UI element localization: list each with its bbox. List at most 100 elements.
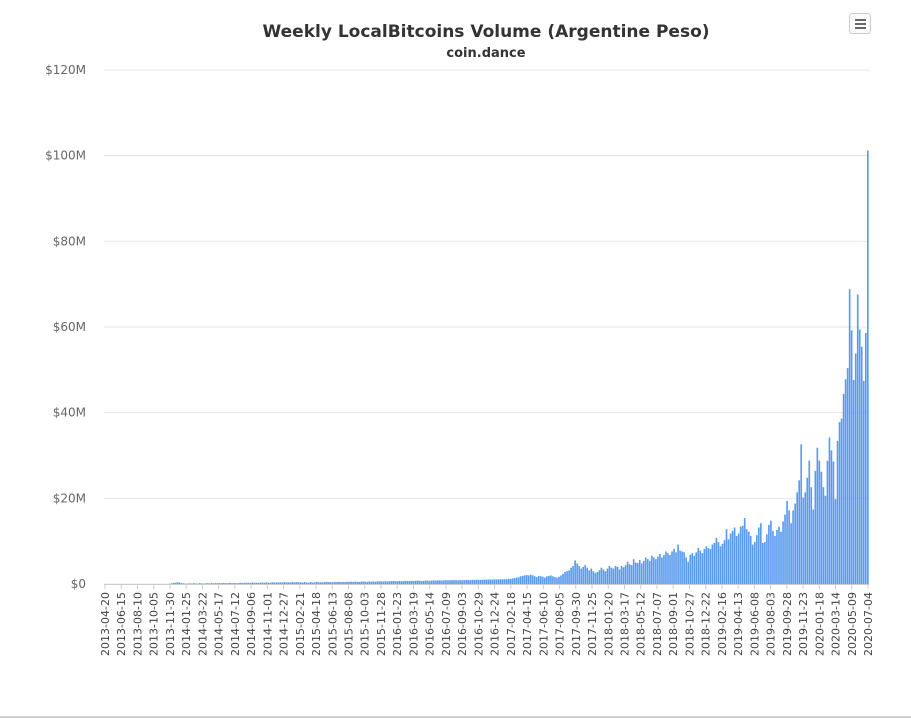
bar[interactable] [231, 583, 233, 584]
bar[interactable] [737, 533, 740, 584]
bar[interactable] [285, 582, 288, 584]
bar[interactable] [188, 583, 191, 584]
bar[interactable] [435, 580, 437, 584]
bar[interactable] [784, 514, 786, 584]
bar[interactable] [499, 579, 502, 584]
bar[interactable] [852, 380, 855, 584]
bar[interactable] [596, 572, 599, 584]
bar[interactable] [200, 583, 203, 584]
bar[interactable] [273, 582, 276, 585]
bar[interactable] [406, 581, 409, 584]
bar[interactable] [253, 582, 256, 584]
bar[interactable] [259, 582, 262, 584]
bar[interactable] [806, 477, 809, 584]
bar[interactable] [180, 583, 183, 584]
bar[interactable] [275, 582, 278, 585]
bar[interactable] [380, 581, 383, 584]
bar[interactable] [802, 497, 805, 584]
bar[interactable] [352, 581, 354, 584]
bar[interactable] [433, 580, 435, 584]
bar[interactable] [715, 537, 718, 584]
bar[interactable] [267, 582, 270, 584]
bar[interactable] [620, 566, 623, 584]
bar[interactable] [457, 580, 459, 584]
bar[interactable] [860, 346, 863, 584]
bar[interactable] [584, 565, 587, 584]
bar[interactable] [751, 544, 754, 584]
bar[interactable] [412, 581, 415, 584]
bar[interactable] [317, 582, 320, 584]
bar[interactable] [321, 582, 324, 584]
bar[interactable] [392, 581, 395, 584]
bar[interactable] [739, 526, 742, 584]
bar[interactable] [441, 580, 443, 584]
bar[interactable] [864, 333, 867, 584]
bar[interactable] [554, 577, 556, 584]
bar[interactable] [705, 546, 708, 584]
bar[interactable] [794, 503, 796, 584]
bar[interactable] [677, 544, 679, 584]
bar[interactable] [661, 557, 663, 584]
bar[interactable] [374, 581, 377, 584]
bar[interactable] [170, 583, 173, 584]
bar[interactable] [640, 563, 643, 584]
bar[interactable] [461, 580, 463, 584]
bar[interactable] [542, 576, 544, 584]
bar[interactable] [798, 480, 801, 584]
bar[interactable] [358, 581, 360, 584]
bar[interactable] [465, 579, 467, 584]
bar[interactable] [594, 572, 597, 584]
bar[interactable] [679, 550, 681, 584]
bar[interactable] [332, 582, 334, 584]
bar[interactable] [311, 582, 314, 585]
bar[interactable] [416, 580, 419, 584]
bar[interactable] [217, 583, 219, 584]
bar[interactable] [324, 582, 326, 584]
bar[interactable] [830, 450, 833, 584]
bar[interactable] [804, 492, 807, 584]
bar[interactable] [471, 579, 474, 584]
bar[interactable] [711, 544, 714, 584]
bar[interactable] [681, 551, 683, 584]
bar[interactable] [277, 582, 280, 585]
bar[interactable] [590, 568, 593, 584]
bar[interactable] [665, 551, 667, 584]
bar[interactable] [483, 579, 486, 585]
bar[interactable] [642, 560, 645, 584]
bar[interactable] [535, 577, 538, 584]
bar[interactable] [610, 567, 613, 584]
bar[interactable] [691, 553, 694, 584]
bar[interactable] [229, 582, 231, 584]
bar[interactable] [223, 582, 225, 584]
bar[interactable] [695, 552, 698, 584]
bar[interactable] [562, 573, 564, 584]
bar[interactable] [360, 581, 363, 584]
bar[interactable] [800, 444, 803, 584]
bar[interactable] [210, 583, 213, 584]
bar[interactable] [190, 583, 193, 585]
bar[interactable] [196, 583, 199, 585]
bar[interactable] [382, 581, 385, 584]
bar[interactable] [552, 576, 554, 584]
bar[interactable] [235, 583, 237, 584]
bar[interactable] [521, 575, 524, 584]
bar[interactable] [346, 581, 348, 584]
bar[interactable] [719, 546, 722, 584]
bar[interactable] [372, 581, 375, 584]
bar[interactable] [249, 582, 251, 584]
bar[interactable] [370, 581, 373, 584]
bar[interactable] [608, 566, 611, 584]
bar[interactable] [186, 583, 189, 585]
bar[interactable] [206, 583, 209, 584]
bar[interactable] [580, 568, 583, 584]
bar[interactable] [729, 533, 732, 584]
bar[interactable] [659, 554, 661, 584]
bar[interactable] [606, 568, 609, 584]
bar[interactable] [525, 575, 528, 584]
bar[interactable] [822, 487, 825, 584]
bar[interactable] [701, 553, 704, 584]
bar[interactable] [685, 557, 687, 584]
bar[interactable] [418, 580, 421, 584]
bar[interactable] [598, 570, 601, 584]
bar[interactable] [723, 540, 726, 584]
